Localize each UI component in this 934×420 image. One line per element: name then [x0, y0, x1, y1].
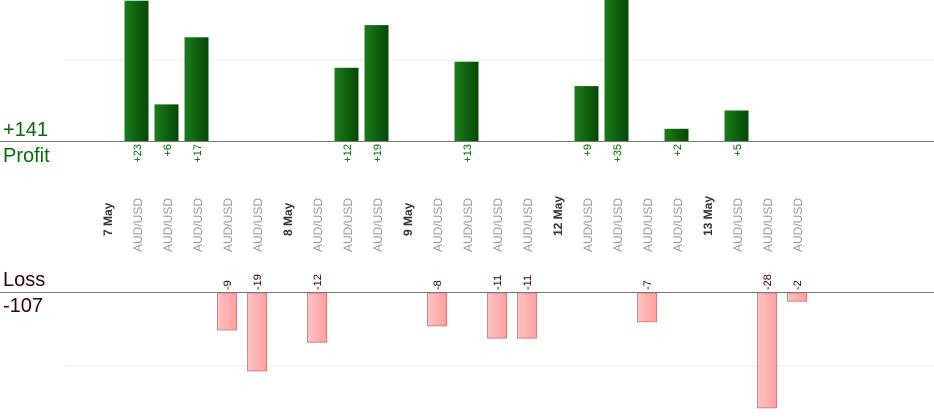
pair-label: AUD/USD — [191, 198, 205, 252]
pair-label: AUD/USD — [581, 198, 595, 252]
loss-bar — [517, 292, 537, 339]
pair-label: AUD/USD — [611, 198, 625, 252]
profit-bar — [184, 37, 209, 141]
loss-label: Loss — [3, 269, 46, 291]
pair-label: AUD/USD — [161, 198, 175, 252]
profit-value-label: +9 — [582, 144, 594, 157]
pair-label: AUD/USD — [131, 198, 145, 252]
loss-bar — [787, 292, 807, 302]
loss-value-label: -11 — [492, 275, 504, 290]
loss-bar — [247, 292, 267, 372]
pair-label: AUD/USD — [731, 198, 745, 252]
profit-value-label: +5 — [732, 144, 744, 157]
pair-label: AUD/USD — [521, 198, 535, 252]
date-label: 13 May — [701, 196, 715, 236]
profit-value-label: +6 — [162, 144, 174, 157]
loss-bar — [757, 292, 777, 409]
loss-value-label: -19 — [252, 274, 264, 290]
profit-bar — [124, 0, 149, 142]
pair-label: AUD/USD — [491, 198, 505, 252]
profit-value-label: +2 — [672, 144, 684, 157]
loss-bar — [217, 292, 237, 331]
profit-bar — [664, 128, 689, 141]
pair-label: AUD/USD — [461, 198, 475, 252]
loss-value-label: -9 — [222, 280, 234, 290]
loss-value-label: -8 — [432, 280, 444, 290]
pair-label: AUD/USD — [791, 198, 805, 252]
loss-value-label: -12 — [312, 274, 324, 290]
loss-bar — [427, 292, 447, 327]
profit-value-label: +13 — [462, 144, 474, 163]
loss-value-label: -7 — [642, 280, 654, 290]
profit-value-label: +23 — [132, 144, 144, 163]
pair-label: AUD/USD — [761, 198, 775, 252]
loss-value-label: -11 — [522, 275, 534, 290]
pair-label: AUD/USD — [221, 198, 235, 252]
profit-label: Profit — [3, 145, 50, 167]
loss-bar — [637, 292, 657, 323]
loss-total: -107 — [3, 295, 44, 317]
profit-value-label: +12 — [342, 144, 354, 163]
loss-value-label: -28 — [762, 274, 774, 290]
date-label: 12 May — [551, 196, 565, 236]
pair-label: AUD/USD — [341, 198, 355, 252]
profit-value-label: +17 — [192, 144, 204, 163]
pair-label: AUD/USD — [671, 198, 685, 252]
loss-value-label: -2 — [792, 280, 804, 290]
profit-value-label: +35 — [612, 144, 624, 163]
profit-bar — [574, 86, 599, 141]
loss-bar — [487, 292, 507, 339]
date-label: 7 May — [101, 202, 115, 236]
profit-bar — [154, 104, 179, 141]
profit-value-label: +19 — [372, 144, 384, 163]
loss-bar — [307, 292, 327, 343]
pair-label: AUD/USD — [251, 198, 265, 252]
profit-bar — [724, 110, 749, 141]
pair-label: AUD/USD — [431, 198, 445, 252]
pair-label: AUD/USD — [371, 198, 385, 252]
profit-bar — [604, 0, 629, 141]
profit-bar — [364, 25, 389, 142]
pair-label: AUD/USD — [311, 198, 325, 252]
date-label: 9 May — [401, 202, 415, 236]
profit-total: +141 — [3, 119, 49, 141]
profit-bar — [454, 61, 479, 142]
pair-label: AUD/USD — [641, 198, 655, 252]
profit-bar — [334, 67, 359, 141]
date-label: 8 May — [281, 202, 295, 236]
